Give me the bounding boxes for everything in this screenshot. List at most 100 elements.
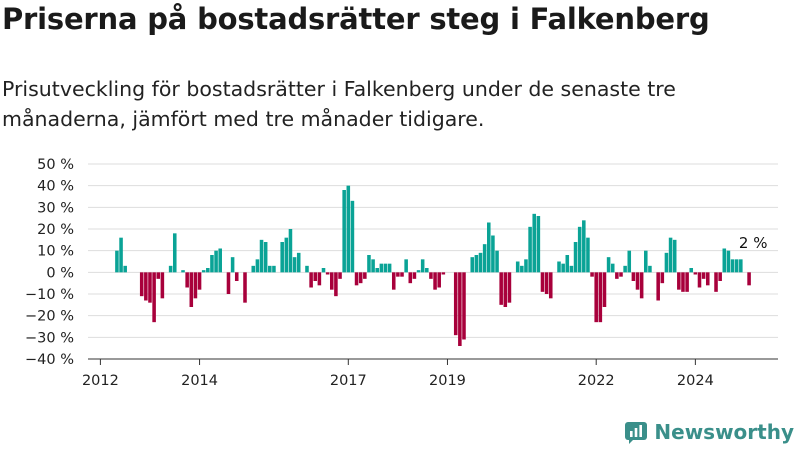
bar	[557, 261, 561, 273]
bar	[148, 272, 152, 303]
bar	[226, 272, 231, 294]
bar	[631, 272, 636, 281]
bar	[371, 259, 375, 273]
bar	[375, 268, 379, 273]
bar	[590, 272, 594, 277]
y-tick-label: −20 %	[25, 309, 74, 325]
bar	[668, 237, 673, 273]
y-tick-label: 50 %	[37, 157, 74, 173]
bar	[379, 263, 384, 273]
bar	[160, 272, 165, 299]
bar	[119, 237, 123, 273]
bar	[470, 257, 475, 273]
bar	[429, 272, 433, 279]
bar	[181, 270, 185, 273]
bar	[664, 252, 669, 273]
x-tick-label: 2012	[82, 373, 119, 389]
bar	[495, 250, 499, 273]
bar	[520, 265, 524, 273]
bar	[503, 272, 508, 307]
bar	[697, 272, 702, 288]
bar	[284, 237, 289, 273]
bar	[321, 268, 326, 273]
bar	[408, 272, 413, 284]
bar	[441, 272, 446, 275]
bar	[730, 259, 735, 273]
bar	[532, 213, 537, 273]
bar	[619, 272, 623, 277]
bar	[577, 226, 582, 273]
bar	[639, 272, 644, 299]
bar	[561, 263, 565, 273]
x-tick-label: 2019	[429, 373, 466, 389]
bar	[739, 259, 743, 273]
bar	[280, 242, 284, 273]
brand-name: Newsworthy	[654, 420, 794, 444]
bar	[218, 248, 222, 273]
bar	[243, 272, 247, 303]
bar	[420, 259, 425, 273]
bar	[123, 265, 127, 273]
bar	[387, 263, 392, 273]
bar	[206, 268, 210, 273]
bar	[623, 265, 627, 273]
x-tick-label: 2022	[578, 373, 615, 389]
x-tick-label: 2024	[677, 373, 714, 389]
bar	[635, 272, 640, 290]
bar	[329, 272, 334, 290]
bar	[726, 250, 731, 273]
bar	[693, 272, 698, 275]
y-tick-label: 20 %	[37, 222, 74, 238]
bar	[251, 265, 256, 273]
bar	[272, 265, 276, 273]
bar	[458, 272, 462, 346]
bar	[656, 272, 660, 301]
chart-title: Priserna på bostadsrätter steg i Falkenb…	[2, 2, 710, 36]
bar	[350, 200, 355, 273]
bar	[582, 220, 586, 273]
bar	[602, 272, 607, 307]
bar	[462, 272, 466, 340]
bar	[573, 242, 578, 273]
bar	[234, 272, 239, 281]
bar	[367, 255, 371, 273]
bar	[586, 237, 590, 273]
bar	[346, 185, 351, 273]
bar	[197, 272, 202, 290]
y-tick-label: 30 %	[37, 200, 74, 216]
bar	[363, 272, 367, 279]
x-tick-label: 2017	[330, 373, 367, 389]
bar	[189, 272, 194, 307]
bar	[610, 263, 615, 273]
chart-subtitle: Prisutveckling för bostadsrätter i Falke…	[2, 77, 676, 131]
bar	[214, 250, 218, 273]
bar	[168, 265, 173, 273]
bar	[474, 255, 479, 273]
bar	[230, 257, 235, 273]
bar	[499, 272, 503, 305]
bar	[594, 272, 598, 323]
bar	[482, 244, 487, 273]
bar	[433, 272, 437, 290]
bar	[615, 272, 619, 279]
y-tick-label: 0 %	[46, 265, 74, 281]
bar	[701, 272, 706, 279]
y-tick-label: −40 %	[25, 352, 74, 368]
bar	[515, 261, 520, 273]
y-tick-label: 10 %	[37, 244, 74, 260]
bar	[598, 272, 603, 323]
bar	[383, 263, 388, 273]
bar	[305, 265, 309, 273]
bar	[296, 252, 301, 273]
bar	[358, 272, 363, 284]
bar	[491, 235, 495, 273]
bar	[210, 255, 214, 273]
bar	[714, 272, 718, 292]
bar	[453, 272, 458, 336]
bar	[268, 265, 272, 273]
bar	[672, 239, 677, 273]
bar	[681, 272, 685, 292]
bar	[644, 250, 648, 273]
bar	[156, 272, 161, 279]
bar	[507, 272, 512, 303]
